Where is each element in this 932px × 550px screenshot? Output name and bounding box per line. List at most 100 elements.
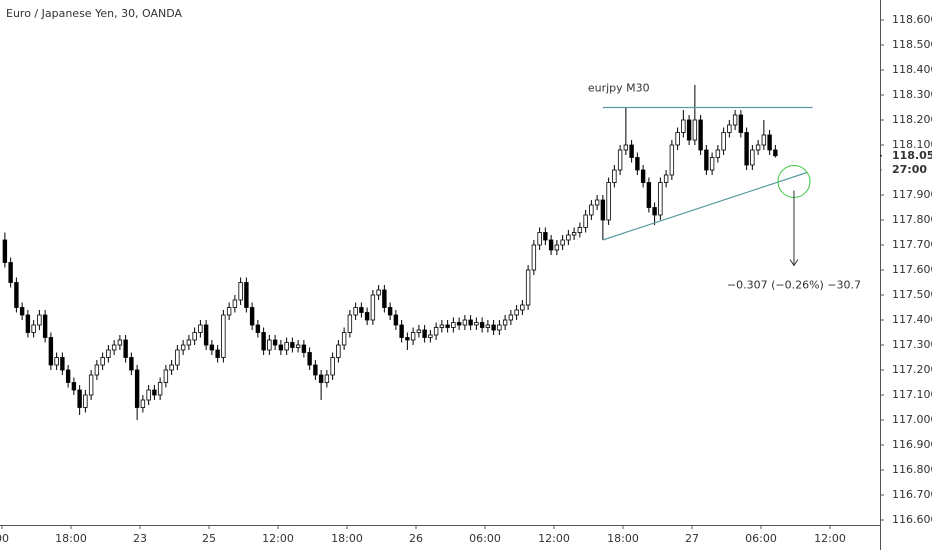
candle-body [606, 182, 611, 221]
candle-body [278, 344, 284, 351]
candle-body [508, 314, 514, 321]
candle-body [2, 239, 8, 263]
candle-body [520, 304, 525, 311]
candle-body [577, 227, 583, 233]
x-tick-label: 27 [685, 532, 699, 545]
y-tick-label: 116.800 [892, 463, 932, 476]
y-tick-label: 118.400 [892, 63, 932, 76]
candle-body [387, 307, 393, 316]
y-tick-label: 116.600 [892, 513, 932, 526]
candle-body [100, 357, 105, 366]
y-tick-label: 117.900 [892, 188, 932, 201]
candle-body [485, 324, 491, 328]
y-tick-label: 118.100 [892, 138, 932, 151]
candle-body [709, 157, 715, 171]
y-tick-label: 118.200 [892, 113, 932, 126]
candle-body [416, 329, 422, 333]
y-tick-label: 117.600 [892, 263, 932, 276]
candle-body [462, 319, 468, 326]
candle-body [94, 364, 100, 376]
candle-body [65, 369, 71, 383]
candle-body [514, 309, 519, 316]
candle-body [750, 149, 755, 166]
candle-body [445, 324, 450, 328]
x-tick-label: 26 [409, 532, 423, 545]
x-tick-label: 12:00 [262, 532, 294, 545]
candle-body [422, 329, 427, 338]
measure-arrowhead [789, 259, 799, 267]
candle-body [324, 374, 330, 383]
candle-body [451, 322, 456, 328]
candle-body [744, 132, 749, 166]
candle-body [531, 244, 537, 271]
candle-body [31, 324, 36, 333]
candle-body [307, 352, 312, 366]
candle-body [439, 324, 445, 328]
candle-body [48, 337, 54, 366]
candle-body [88, 374, 94, 396]
candle-body [152, 389, 157, 396]
candle-body [658, 182, 663, 216]
candle-body [249, 307, 255, 326]
candle-body [244, 282, 249, 308]
candle-body [301, 344, 307, 353]
candle-body [117, 339, 123, 346]
candle-body [623, 144, 629, 151]
candle-body [203, 324, 209, 346]
candle-body [238, 282, 243, 301]
candle-body [313, 364, 318, 376]
candle-body [502, 319, 508, 326]
candle-body [376, 289, 381, 296]
candle-body [169, 364, 174, 371]
candle-body [715, 149, 721, 158]
candle-body [393, 314, 399, 326]
candle-body [554, 244, 560, 251]
countdown-label: 27:00 [892, 163, 927, 176]
candle-body [25, 314, 31, 333]
y-tick-label: 117.200 [892, 363, 932, 376]
y-tick-label: 116.900 [892, 438, 932, 451]
drawing-label: eurjpy M30 [588, 82, 650, 95]
x-tick-label: 06:00 [745, 532, 777, 545]
y-tick-label: 117.100 [892, 388, 932, 401]
candle-body [681, 119, 686, 133]
candle-body [71, 382, 77, 391]
candle-body [37, 314, 42, 326]
candle-body [629, 144, 634, 158]
candle-body [318, 374, 324, 383]
candle-body [336, 344, 341, 358]
candle-body [491, 324, 496, 331]
candle-body [347, 314, 353, 333]
y-tick-label: 117.300 [892, 338, 932, 351]
candle-body [732, 114, 738, 126]
candle-body [19, 307, 25, 316]
candle-body [370, 294, 376, 321]
candle-body [692, 119, 698, 141]
candle-body [669, 144, 675, 176]
y-tick-label: 117.500 [892, 288, 932, 301]
candle-body [405, 337, 410, 341]
candle-body [479, 322, 485, 328]
candle-body [157, 382, 163, 396]
candle-body [272, 339, 278, 346]
candle-body [175, 349, 180, 366]
candle-body [571, 232, 577, 236]
candle-body [704, 149, 709, 171]
candle-body [140, 399, 146, 408]
candle-body [721, 132, 726, 151]
candle-body [359, 307, 364, 313]
candle-body [353, 307, 358, 316]
candle-body [589, 204, 594, 216]
candle-body [209, 344, 215, 351]
candle-body [134, 369, 140, 408]
drawing-line [602, 171, 808, 241]
candle-body [646, 182, 652, 208]
chart-title: Euro / Japanese Yen, 30, OANDA [6, 7, 183, 20]
candle-body [192, 332, 197, 341]
candle-body [186, 339, 192, 346]
candle-body [543, 232, 548, 241]
candle-body [341, 332, 347, 346]
candle-body [617, 149, 623, 171]
